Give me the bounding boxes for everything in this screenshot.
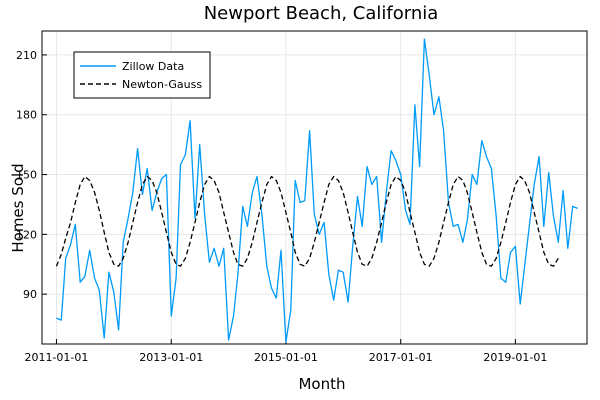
legend: Zillow Data Newton-Gauss [73,51,211,99]
plot-area [41,30,588,345]
y-tick-label: 150 [16,169,37,182]
x-axis-label: Month [298,375,345,393]
series-line-newton-gauss [55,175,559,267]
x-tick-label: 2013-01-01 [139,351,203,364]
legend-box [73,51,211,99]
grid-lines [42,31,587,344]
series-layer [55,38,578,343]
x-tick-label: 2011-01-01 [24,351,88,364]
y-axis: 90 120 150 180 210 [16,49,47,301]
y-tick-label: 120 [16,228,37,241]
x-axis: 2011-01-01 2013-01-01 2015-01-01 2017-01-01… [24,339,547,364]
x-tick-label: 2019-01-01 [483,351,547,364]
legend-label-zillow-data: Zillow Data [122,60,184,73]
y-tick-label: 210 [16,49,37,62]
x-tick-label: 2017-01-01 [369,351,433,364]
chart-title: Newport Beach, California [204,3,439,24]
legend-label-newton-gauss: Newton-Gauss [122,78,202,91]
x-tick-label: 2015-01-01 [254,351,318,364]
y-tick-label: 180 [16,109,37,122]
series-line-zillow-data [56,38,578,343]
y-axis-label: Homes Sold [9,163,27,252]
y-tick-label: 90 [23,288,37,301]
